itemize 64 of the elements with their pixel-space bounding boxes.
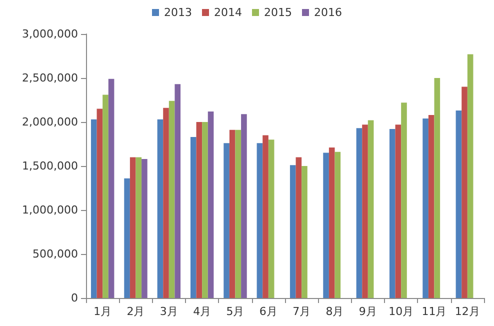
legend-label: 2014 xyxy=(214,6,242,19)
bar xyxy=(157,119,164,298)
bar xyxy=(174,84,181,298)
bar xyxy=(196,122,202,298)
x-tick-label: 3月 xyxy=(160,305,178,318)
x-tick-label: 10月 xyxy=(388,305,414,318)
bar xyxy=(241,114,247,298)
y-tick-label: 2,500,000 xyxy=(22,72,78,84)
x-tick-label: 12月 xyxy=(454,305,480,318)
y-tick-label: 0 xyxy=(71,292,78,304)
x-tick-label: 1月 xyxy=(94,305,112,318)
y-tick-label: 3,000,000 xyxy=(22,28,78,40)
x-tick-label: 4月 xyxy=(193,305,212,318)
bar xyxy=(102,94,108,298)
y-tick-label: 1,000,000 xyxy=(22,204,78,216)
x-tick-label: 6月 xyxy=(259,305,278,318)
bar xyxy=(163,108,169,298)
bar xyxy=(467,54,474,298)
bar xyxy=(428,114,434,298)
x-tick-label: 11月 xyxy=(422,305,447,318)
bar xyxy=(456,110,462,298)
y-tick-label: 2,000,000 xyxy=(22,116,78,128)
bar xyxy=(202,122,208,298)
bar xyxy=(268,140,274,298)
bar xyxy=(124,178,130,298)
x-tick-label: 7月 xyxy=(292,305,311,318)
legend-label: 2015 xyxy=(264,6,292,19)
y-tick-label: 500,000 xyxy=(32,248,78,260)
bar xyxy=(229,130,236,298)
bar xyxy=(296,157,302,298)
bar xyxy=(462,86,468,298)
bar xyxy=(328,148,335,298)
bar xyxy=(323,152,329,298)
x-tick-label: 8月 xyxy=(326,305,344,318)
bar xyxy=(256,143,263,298)
bar xyxy=(90,119,97,298)
bar xyxy=(262,135,268,298)
x-tick-label: 5月 xyxy=(226,305,244,318)
bar xyxy=(108,78,114,298)
legend-label: 2013 xyxy=(164,6,192,19)
bar xyxy=(142,158,148,298)
bar xyxy=(224,143,230,298)
bar xyxy=(235,130,242,298)
bar xyxy=(422,118,428,298)
bar xyxy=(368,120,374,298)
bar xyxy=(302,166,308,298)
x-tick-label: 2月 xyxy=(126,305,145,318)
bar xyxy=(190,136,196,298)
bar xyxy=(434,78,440,298)
bar xyxy=(168,100,175,298)
bar xyxy=(96,108,103,298)
bar xyxy=(362,124,368,298)
bar xyxy=(356,128,362,298)
legend-label: 2016 xyxy=(314,6,342,19)
bar xyxy=(389,129,396,298)
bar xyxy=(208,111,214,298)
y-tick-label: 1,500,000 xyxy=(22,160,78,172)
bar xyxy=(395,124,402,298)
bar xyxy=(136,157,142,298)
bar xyxy=(401,102,407,298)
bar xyxy=(334,152,341,298)
bar xyxy=(130,157,136,298)
bar xyxy=(290,165,296,298)
x-tick-label: 9月 xyxy=(358,305,377,318)
